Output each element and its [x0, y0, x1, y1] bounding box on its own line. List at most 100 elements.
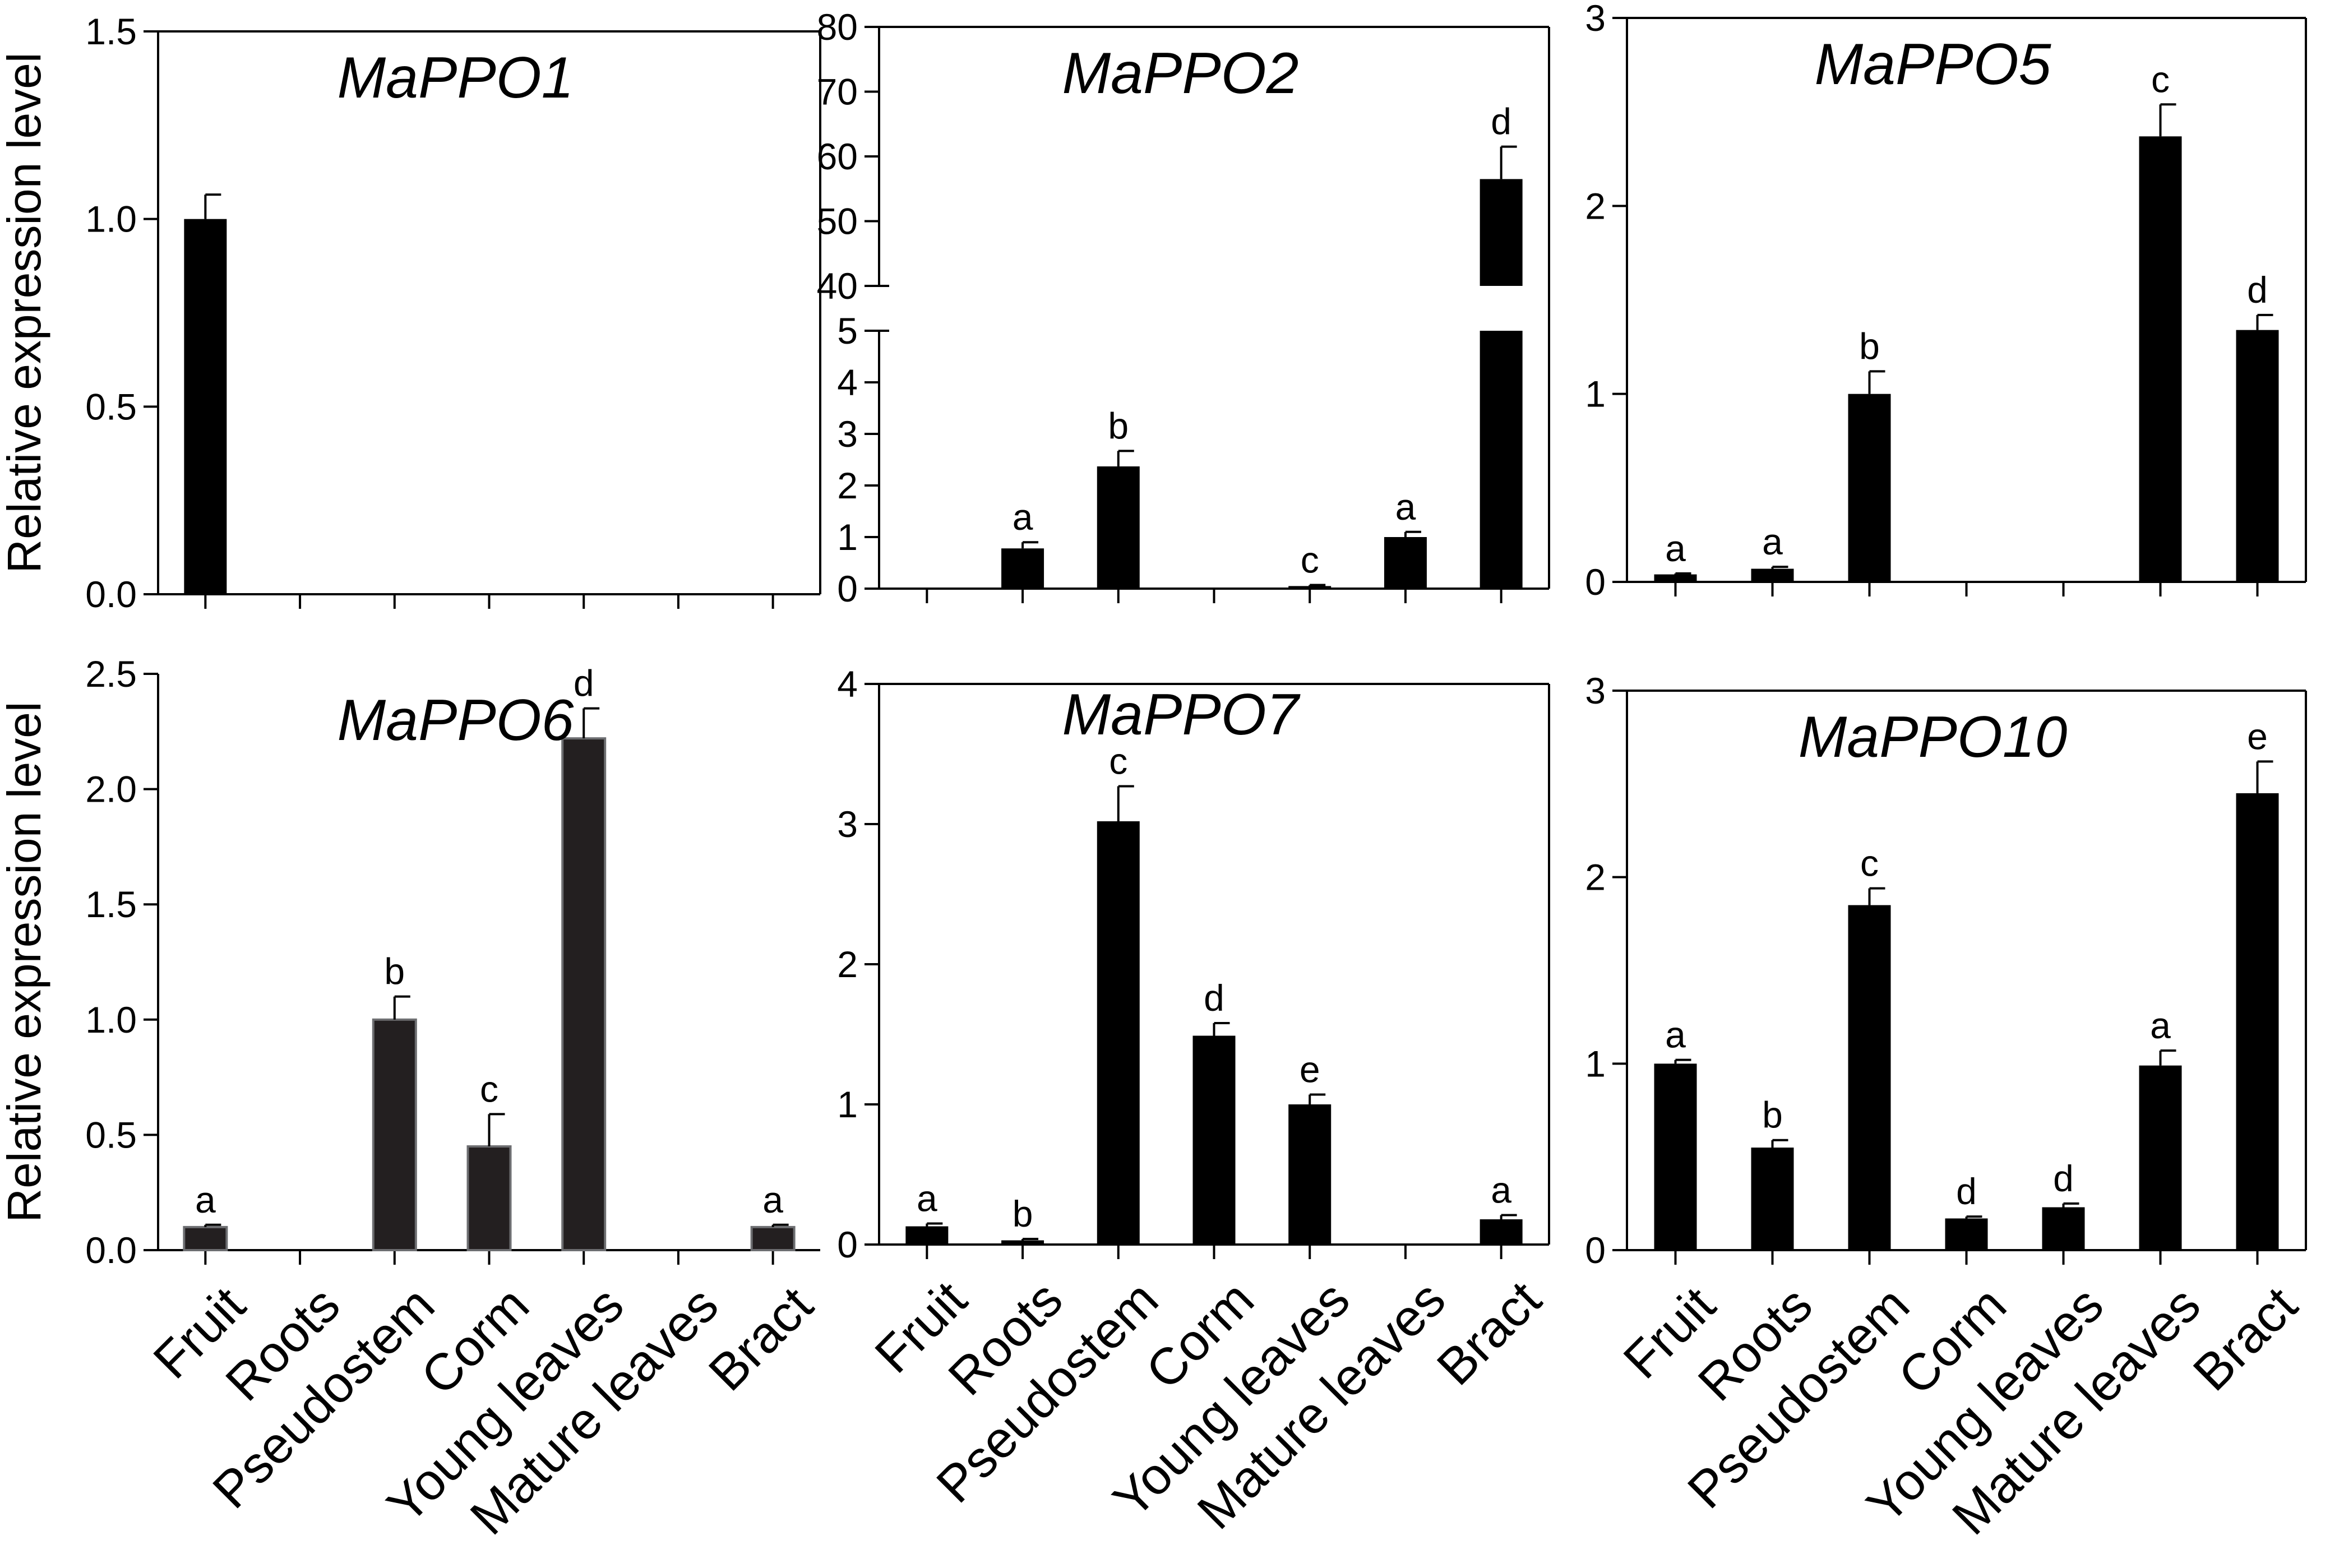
y-tick-label: 1.5	[85, 11, 137, 52]
y-tick-label-lower: 3	[837, 413, 858, 455]
y-tick-label: 2	[1585, 185, 1606, 226]
y-tick-label-lower: 2	[837, 465, 858, 506]
significance-label: b	[1108, 405, 1129, 446]
significance-label: d	[574, 663, 594, 704]
bar-roots	[1001, 1240, 1044, 1245]
bar-corm	[1945, 581, 1988, 582]
y-tick-label: 0.5	[85, 1114, 137, 1155]
bar-fruit	[184, 219, 227, 595]
y-tick-label-lower: 1	[837, 516, 858, 558]
significance-label: c	[2151, 58, 2170, 100]
y-tick-label-lower: 0	[837, 568, 858, 609]
chart-title: MaPPO2	[1062, 41, 1299, 106]
bar-fruit	[1654, 574, 1697, 582]
bar-corm	[1192, 1035, 1236, 1245]
significance-label: e	[2247, 715, 2268, 757]
y-tick-label: 1.0	[85, 198, 137, 240]
y-tick-label: 0.5	[85, 386, 137, 427]
bar-pseudostem	[1097, 466, 1140, 589]
significance-label: d	[1491, 101, 1511, 142]
y-axis-label: Relative expression level	[0, 52, 50, 573]
y-tick-label: 3	[1585, 670, 1606, 711]
bar-bract	[2236, 330, 2279, 582]
bar-pseudostem	[1848, 905, 1891, 1250]
category-label-bract: Bract	[2183, 1276, 2308, 1402]
y-tick-label: 4	[837, 663, 858, 705]
significance-label: a	[917, 1178, 937, 1219]
bar-mature-leaves	[2139, 136, 2182, 582]
y-tick-label: 1	[1585, 373, 1606, 415]
mappo5-axes	[1626, 17, 2307, 583]
y-tick-label-upper: 40	[817, 265, 858, 307]
significance-label: d	[1204, 977, 1224, 1019]
y-tick-label: 1	[1585, 1043, 1606, 1084]
bar-corm	[1945, 1218, 1988, 1250]
y-tick-label-upper: 50	[817, 201, 858, 242]
significance-label: a	[1013, 496, 1033, 538]
bar-mature-leaves	[2139, 1065, 2182, 1250]
bar-young-leaves	[561, 737, 607, 1251]
y-tick-label: 3	[1585, 0, 1606, 39]
y-tick-label: 2.5	[85, 653, 137, 695]
bar-bract	[750, 1225, 796, 1251]
bar-bract-lower	[1480, 331, 1523, 589]
y-tick-label-lower: 5	[837, 310, 858, 351]
y-tick-label: 0	[1585, 1229, 1606, 1271]
y-tick-label-lower: 4	[837, 362, 858, 403]
significance-label: b	[384, 951, 405, 992]
y-tick-label-upper: 80	[817, 6, 858, 48]
bar-bract	[2236, 793, 2279, 1250]
panel-mappo6: 0.0 0.5 1.0 1.5 2.0 2.5 a b c d a MaPPO6 Relative ex…	[0, 653, 824, 1546]
chart-title: MaPPO1	[338, 45, 574, 110]
significance-label: a	[1665, 528, 1686, 569]
significance-label: a	[762, 1179, 783, 1220]
significance-label: b	[1859, 325, 1880, 367]
y-tick-label: 0	[1585, 561, 1606, 603]
bar-bract-upper	[1480, 179, 1523, 286]
bar-young-leaves	[2042, 1207, 2085, 1250]
y-tick-label: 0	[837, 1224, 858, 1265]
bar-bract	[1480, 1219, 1523, 1245]
bar-fruit	[1654, 1063, 1697, 1250]
panel-mappo1: 0.0 0.5 1.0 1.5 MaPPO1 Relative expression le…	[0, 11, 821, 615]
y-axis-label: Relative expression level	[0, 701, 50, 1222]
significance-label: b	[1762, 1094, 1783, 1136]
y-tick-label-upper: 70	[817, 71, 858, 113]
y-tick-label: 1.0	[85, 999, 137, 1040]
chart-title: MaPPO7	[1062, 682, 1301, 747]
category-label-bract: Bract	[698, 1276, 824, 1402]
mappo1-axes	[157, 30, 821, 595]
bar-pseudostem	[1848, 394, 1891, 582]
bar-fruit	[183, 1225, 228, 1251]
chart-title: MaPPO6	[338, 688, 574, 753]
y-tick-label: 1.5	[85, 884, 137, 925]
mappo10-axes	[1626, 690, 2307, 1251]
significance-label: a	[2150, 1005, 2171, 1046]
significance-label: c	[1301, 539, 1319, 581]
bar-young-leaves	[1288, 1104, 1332, 1245]
significance-label: a	[1395, 486, 1416, 528]
y-tick-label: 0.0	[85, 573, 137, 615]
panel-mappo5: 0 1 2 3 a a b c d MaPPO5	[1585, 0, 2307, 603]
chart-title: MaPPO5	[1815, 32, 2052, 97]
y-tick-label: 2	[837, 943, 858, 985]
y-tick-label: 0.0	[85, 1229, 137, 1271]
y-tick-label: 2.0	[85, 769, 137, 810]
significance-label: a	[1762, 521, 1783, 562]
significance-label: b	[1013, 1193, 1033, 1234]
chart-title: MaPPO10	[1799, 705, 2068, 770]
category-label-bract: Bract	[1426, 1270, 1552, 1396]
y-tick-label-upper: 60	[817, 136, 858, 177]
significance-label: c	[1109, 741, 1127, 782]
bar-roots	[1751, 1148, 1794, 1250]
bar-young-leaves	[1288, 586, 1332, 589]
significance-label: a	[195, 1179, 216, 1220]
significance-label: d	[1956, 1171, 1977, 1212]
significance-label: e	[1300, 1049, 1320, 1090]
bar-pseudostem	[1097, 821, 1140, 1245]
significance-label: c	[1860, 843, 1879, 884]
significance-label: d	[2053, 1158, 2074, 1199]
